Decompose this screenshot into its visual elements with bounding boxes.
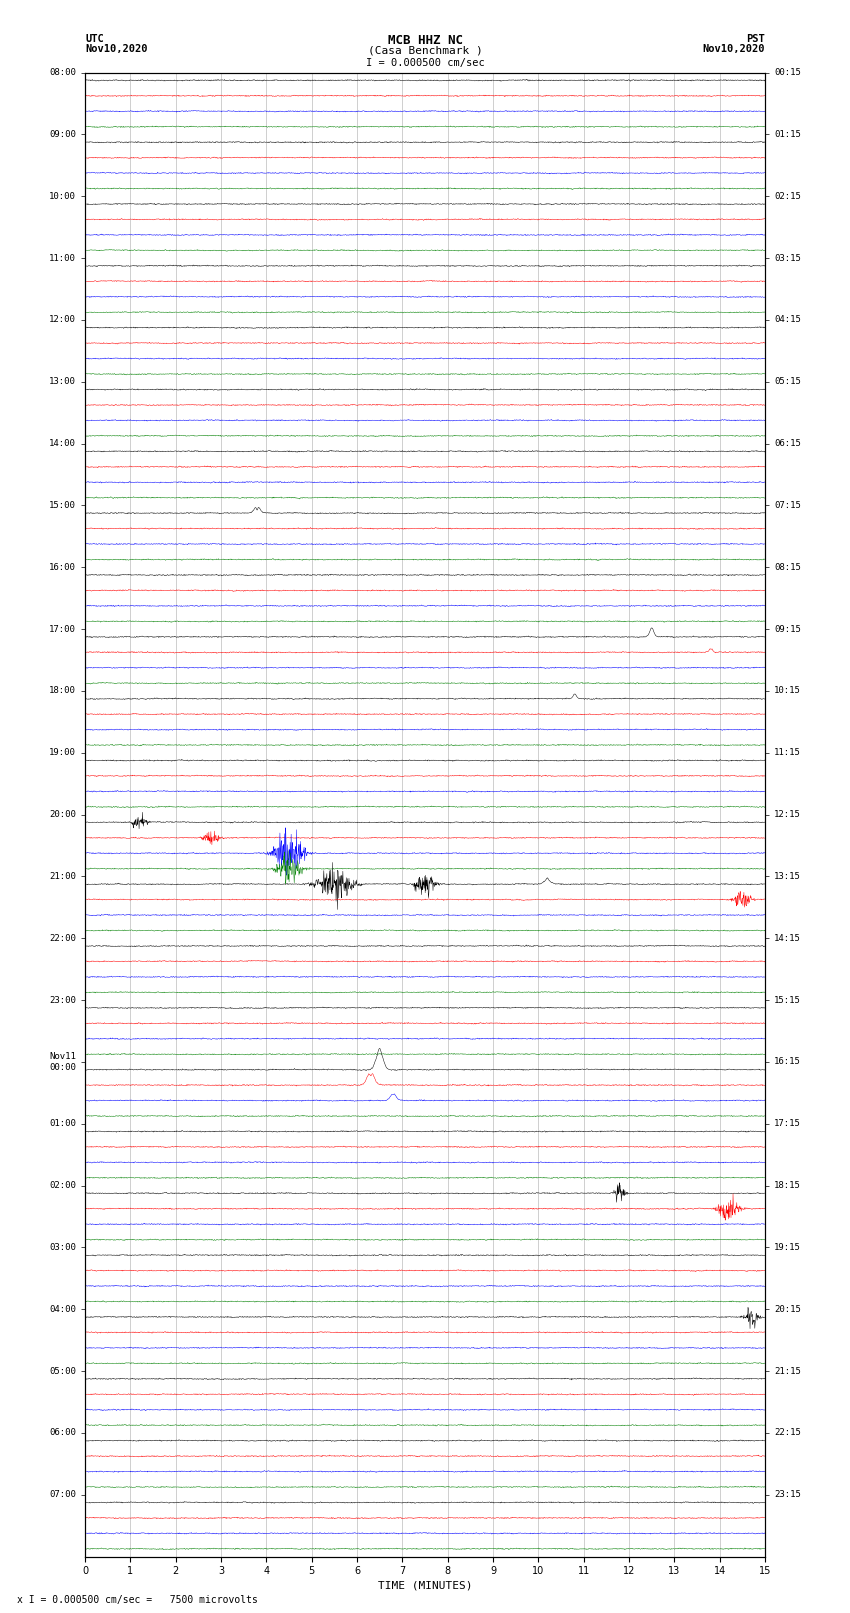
X-axis label: TIME (MINUTES): TIME (MINUTES) xyxy=(377,1581,473,1590)
Text: MCB HHZ NC: MCB HHZ NC xyxy=(388,34,462,47)
Text: (Casa Benchmark ): (Casa Benchmark ) xyxy=(367,45,483,55)
Text: Nov10,2020: Nov10,2020 xyxy=(702,44,765,53)
Text: PST: PST xyxy=(746,34,765,44)
Text: UTC: UTC xyxy=(85,34,104,44)
Text: I = 0.000500 cm/sec: I = 0.000500 cm/sec xyxy=(366,58,484,68)
Text: Nov10,2020: Nov10,2020 xyxy=(85,44,148,53)
Text: x I = 0.000500 cm/sec =   7500 microvolts: x I = 0.000500 cm/sec = 7500 microvolts xyxy=(17,1595,258,1605)
